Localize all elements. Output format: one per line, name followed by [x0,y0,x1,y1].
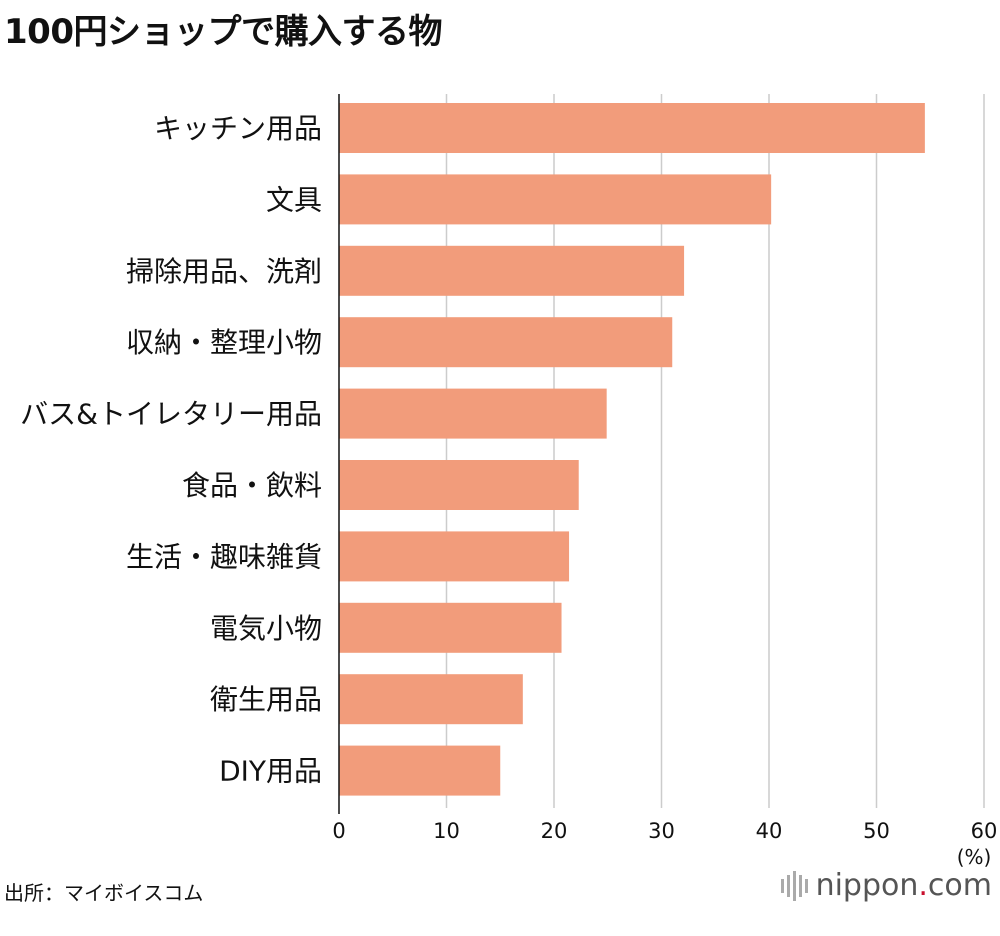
source-note: 出所：マイボイスコム [4,881,204,905]
category-label: キッチン用品 [154,112,322,145]
category-labels: キッチン用品文具掃除用品、洗剤収納・整理小物バス&トイレタリー用品食品・飲料生活… [20,112,322,788]
logo-tld: com [927,868,992,903]
bar [339,531,570,582]
category-label: 文具 [266,183,322,216]
category-label: 掃除用品、洗剤 [126,255,322,288]
nippon-logo: nippon. com [780,868,992,903]
x-tick-label: 60 [971,819,998,843]
bar [339,174,772,225]
logo-bars-icon [780,870,808,901]
bar [339,674,523,725]
x-tick-label: 20 [541,819,568,843]
bars [339,103,925,796]
bar [339,103,925,153]
chart-title: 100円ショップで購入する物 [4,12,442,52]
x-tick-label: 0 [332,819,345,843]
x-tick-label: 50 [863,819,890,843]
bar [339,602,562,653]
x-tick-label: 30 [648,819,675,843]
bar [339,317,673,368]
category-label: DIY用品 [219,755,322,788]
bar [339,245,685,296]
x-tick-labels: 0 10 20 30 40 50 60 [332,819,997,843]
bar [339,388,607,439]
x-tick-label: 10 [433,819,460,843]
category-label: バス&トイレタリー用品 [20,398,322,431]
x-tick-label: 40 [756,819,783,843]
logo-name: nippon [815,868,919,903]
logo-dot: . [918,868,928,903]
category-label: 食品・飲料 [182,469,322,502]
bar-chart: キッチン用品文具掃除用品、洗剤収納・整理小物バス&トイレタリー用品食品・飲料生活… [20,94,997,869]
category-label: 衛生用品 [210,683,322,716]
category-label: 収納・整理小物 [126,326,322,359]
category-label: 生活・趣味雑貨 [126,540,322,573]
bar [339,460,579,510]
bar [339,745,501,796]
category-label: 電気小物 [210,612,322,645]
x-axis-unit: (%) [957,845,992,869]
